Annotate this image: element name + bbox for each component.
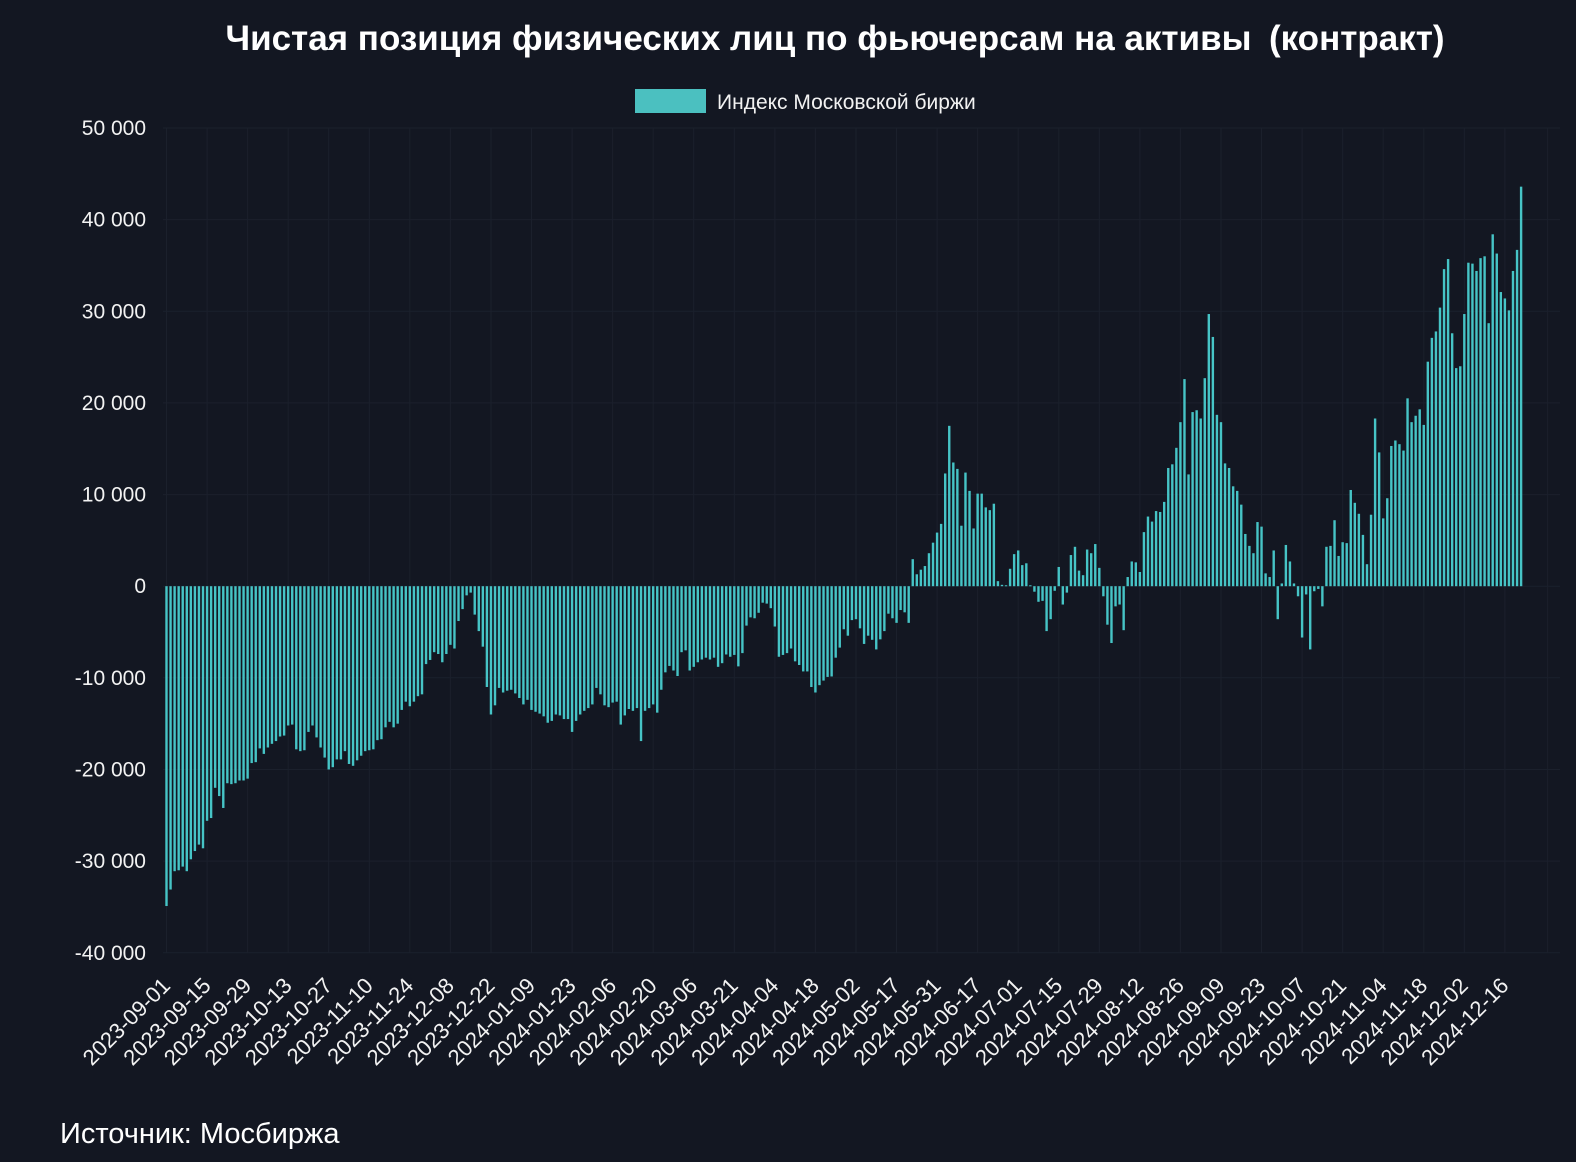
svg-text:50 000: 50 000 (82, 117, 146, 140)
svg-text:-10 000: -10 000 (75, 667, 146, 690)
svg-text:10 000: 10 000 (82, 484, 146, 507)
svg-text:Источник: Мосбиржа: Источник: Мосбиржа (60, 1118, 340, 1150)
svg-text:30 000: 30 000 (82, 300, 146, 323)
svg-text:20 000: 20 000 (82, 392, 146, 415)
svg-text:Чистая позиция физических лиц: Чистая позиция физических лиц по фьючерс… (225, 19, 1444, 58)
svg-text:40 000: 40 000 (82, 209, 146, 232)
svg-text:-40 000: -40 000 (75, 942, 146, 965)
svg-text:-20 000: -20 000 (75, 759, 146, 782)
svg-text:0: 0 (134, 575, 146, 598)
svg-text:-30 000: -30 000 (75, 850, 146, 873)
svg-text:Индекс Московской биржи: Индекс Московской биржи (717, 91, 976, 114)
